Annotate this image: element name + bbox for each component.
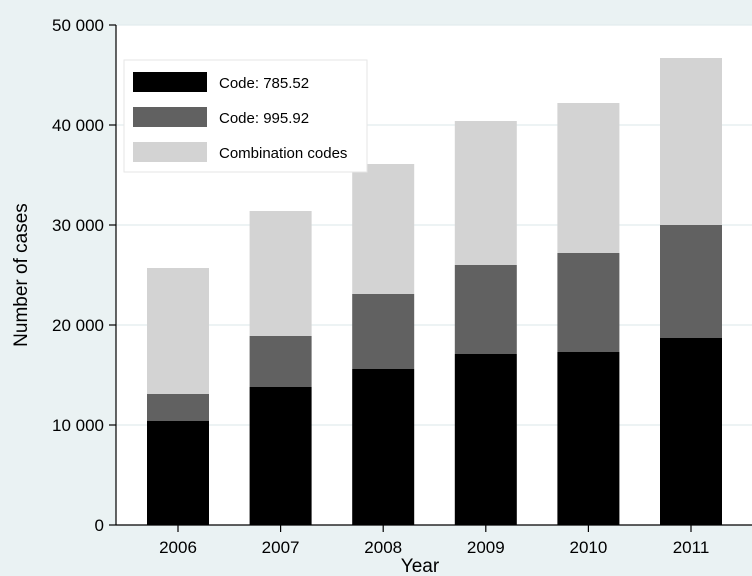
y-tick-label: 10 000 [52,416,104,435]
bar-segment-series-1 [147,421,209,525]
y-axis-title: Number of cases [11,203,32,347]
bar-segment-series-3 [454,121,517,265]
bar-segment-series-2 [352,294,415,369]
y-axis-ticks: 0 10 000 20 000 30 000 40 000 50 000 [52,16,116,535]
x-tick-label: 2009 [467,538,505,557]
bar-segment-series-3 [147,268,209,394]
legend-label-series-1: Code: 785.52 [219,75,309,92]
x-tick-label: 2011 [673,538,710,557]
bar-segment-series-3 [660,58,722,225]
bar-segment-series-1 [454,354,517,525]
y-tick-label: 50 000 [52,16,104,35]
bar-segment-series-3 [557,103,620,253]
axes [115,25,752,526]
bars [147,58,722,525]
bar-segment-series-1 [249,387,312,525]
bar-segment-series-2 [249,336,312,387]
y-tick-label: 0 [95,516,104,535]
legend-key-series-3 [133,142,207,162]
bar-segment-series-2 [660,225,722,338]
bar-segment-series-1 [557,352,620,525]
bar-segment-series-2 [454,265,517,354]
bar-segment-series-3 [249,211,312,336]
legend-label-series-2: Code: 995.92 [219,110,309,127]
bar-segment-series-1 [660,338,722,525]
legend-label-series-3: Combination codes [219,145,347,162]
bar-segment-series-1 [352,369,415,525]
legend-key-series-2 [133,107,207,127]
x-tick-label: 2008 [364,538,402,557]
x-tick-label: 2007 [262,538,300,557]
x-axis-ticks: 2006 2007 2008 2009 2010 2011 [159,525,709,557]
bar-segment-series-2 [557,253,620,352]
y-tick-label: 40 000 [52,116,104,135]
legend-items: Code: 785.52 Code: 995.92 Combination code… [133,72,347,162]
legend-key-series-1 [133,72,207,92]
y-tick-label: 30 000 [52,216,104,235]
y-tick-label: 20 000 [52,316,104,335]
bar-segment-series-3 [352,164,415,294]
x-tick-label: 2010 [569,538,607,557]
x-axis-title: Year [401,556,440,576]
legend: Code: 785.52 Code: 995.92 Combination code… [123,59,368,173]
x-tick-label: 2006 [159,538,197,557]
bar-segment-series-2 [147,394,209,421]
